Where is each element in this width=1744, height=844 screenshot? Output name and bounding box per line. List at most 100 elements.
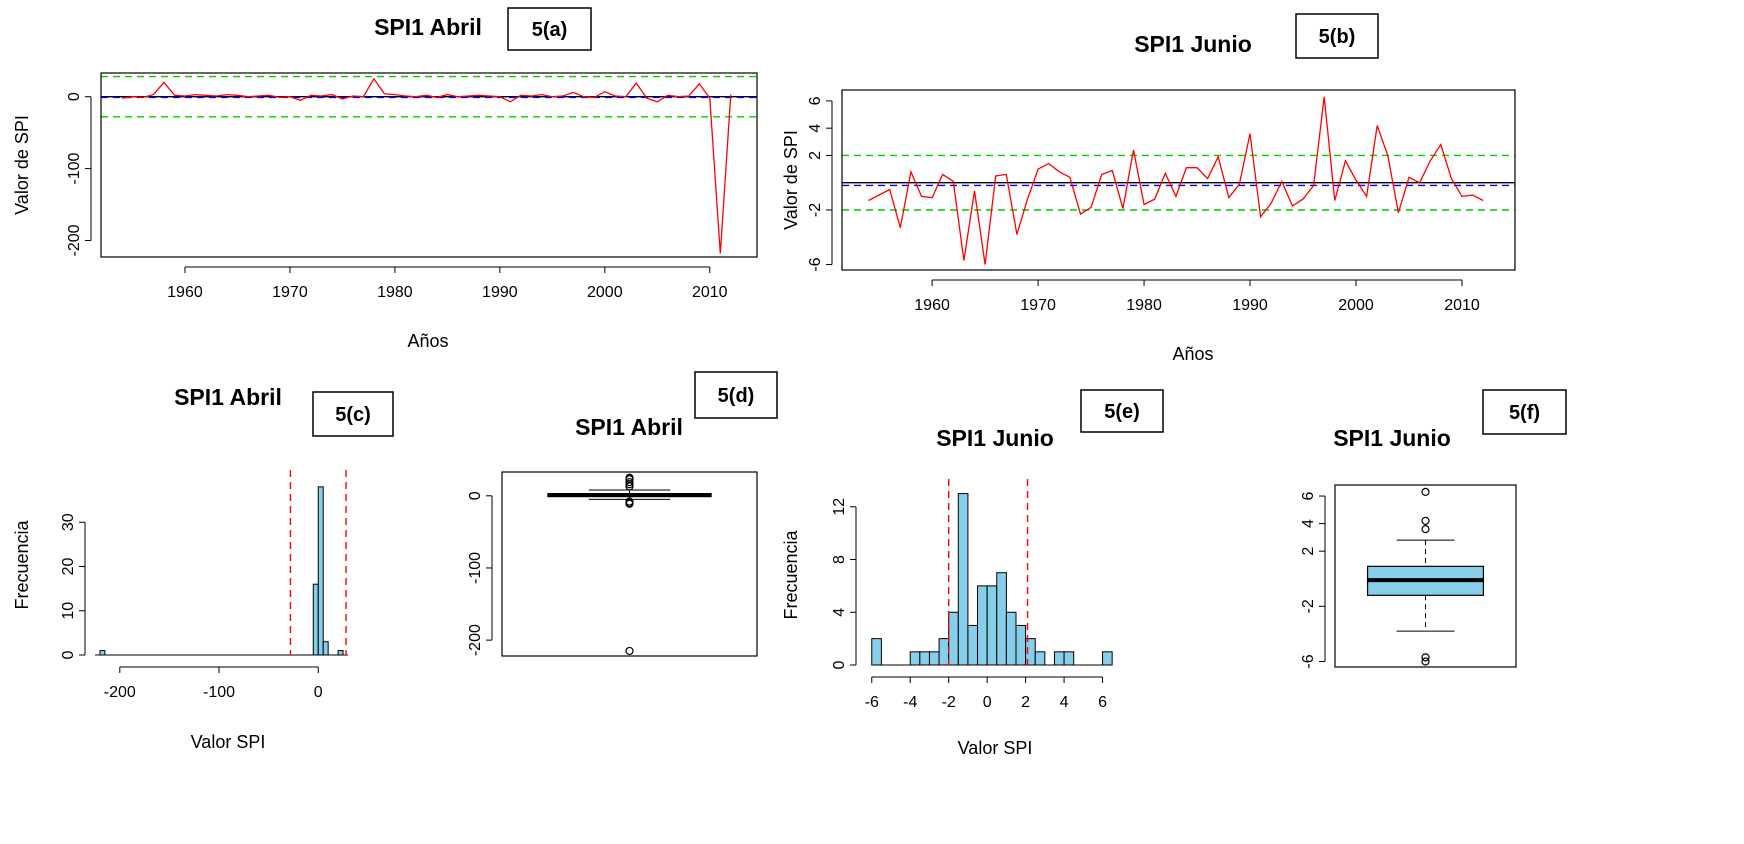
y-tick-label: 2 (1300, 547, 1317, 556)
x-tick-label: 6 (1098, 694, 1107, 711)
outlier-point (625, 646, 634, 656)
histogram-bar (909, 651, 921, 666)
histogram-bar (871, 638, 882, 666)
x-tick-label: 2010 (1444, 297, 1480, 314)
y-tick-label: 8 (831, 555, 848, 564)
y-tick-label: 0 (831, 660, 848, 669)
x-tick-label: 1980 (1126, 297, 1162, 314)
histogram-bar (938, 638, 950, 666)
histogram-bar (322, 641, 329, 656)
x-axis-label: Años (407, 331, 448, 351)
plot-frame-5d (501, 471, 758, 657)
x-tick-label: 1960 (167, 284, 203, 301)
histogram-bar (1053, 651, 1065, 666)
plot-frame-5a (100, 72, 758, 258)
panel-tag-label: 5(c) (335, 404, 371, 426)
chart-title: SPI1 Abril (174, 384, 282, 410)
chart-title: SPI1 Abril (575, 414, 683, 440)
x-tick-label: 1960 (914, 297, 950, 314)
x-tick-label: -6 (865, 694, 879, 711)
x-tick-label: -100 (203, 684, 235, 701)
histogram-bar (1102, 651, 1113, 666)
outlier-point (625, 478, 634, 487)
x-tick-label: 1990 (482, 284, 518, 301)
y-axis-label: Valor de SPI (781, 130, 801, 230)
histogram-bar (1015, 624, 1027, 666)
outlier-point (1421, 657, 1430, 666)
histogram-bar (337, 650, 344, 656)
y-tick-label: 30 (60, 513, 77, 531)
x-tick-label: 2 (1021, 694, 1030, 711)
spi-series-line (121, 77, 732, 254)
y-tick-label: 0 (467, 491, 484, 500)
x-axis-label: Años (1172, 344, 1213, 364)
histogram-bar (317, 486, 324, 656)
histogram-bar (967, 624, 979, 666)
outlier-point (625, 473, 634, 482)
outlier-point (1421, 516, 1430, 525)
histogram-bar (986, 585, 998, 666)
panel-tag-label: 5(b) (1319, 26, 1356, 48)
histogram-bar (928, 651, 940, 666)
panel-tag-box (1080, 389, 1164, 433)
x-tick-label: 1970 (1020, 297, 1056, 314)
histogram-bar (957, 493, 969, 666)
panel-tag-label: 5(e) (1104, 401, 1140, 423)
histogram-bar (919, 651, 930, 666)
outlier-point (1421, 487, 1430, 496)
y-axis-label: Frecuencia (12, 519, 32, 609)
x-tick-label: 1990 (1232, 297, 1268, 314)
chart-title: SPI1 Junio (1333, 425, 1451, 451)
chart-title: SPI1 Junio (1134, 31, 1252, 57)
outlier-point (625, 499, 634, 508)
y-tick-label: -2 (807, 203, 824, 217)
y-tick-label: -200 (66, 224, 83, 256)
histogram-bar (977, 585, 988, 666)
chart-title: SPI1 Abril (374, 14, 482, 40)
y-tick-label: -100 (66, 152, 83, 184)
x-tick-label: -2 (942, 694, 956, 711)
histogram-bar (312, 583, 319, 656)
panel-tag-box (312, 391, 394, 437)
histogram-bar (1063, 651, 1075, 666)
x-tick-label: 0 (983, 694, 992, 711)
y-tick-label: 0 (60, 650, 77, 659)
x-tick-label: 2010 (692, 284, 728, 301)
x-tick-label: -200 (104, 684, 136, 701)
x-tick-label: 0 (314, 684, 323, 701)
y-tick-label: -6 (807, 257, 824, 271)
outlier-point (1421, 525, 1430, 534)
x-tick-label: 2000 (587, 284, 623, 301)
x-tick-label: 4 (1060, 694, 1069, 711)
spi-series-line (868, 96, 1484, 265)
y-axis-label: Frecuencia (781, 529, 801, 619)
panel-tag-box (1295, 13, 1379, 59)
panel-tag-label: 5(d) (718, 385, 755, 407)
x-tick-label: 1980 (377, 284, 413, 301)
y-tick-label: 12 (831, 498, 848, 516)
panel-tag-label: 5(a) (532, 19, 568, 41)
y-tick-label: -6 (1300, 654, 1317, 668)
histogram-bar (948, 611, 959, 666)
histogram-bar (99, 650, 106, 656)
y-tick-label: -200 (467, 624, 484, 656)
outlier-point (1421, 653, 1430, 662)
y-axis-label: Valor de SPI (12, 115, 32, 215)
histogram-bar (1005, 611, 1017, 666)
y-tick-label: 2 (807, 151, 824, 160)
panel-tag-label: 5(f) (1509, 402, 1540, 424)
y-tick-label: 6 (807, 96, 824, 105)
y-tick-label: 4 (807, 124, 824, 133)
y-tick-label: -2 (1300, 599, 1317, 613)
x-tick-label: 1970 (272, 284, 308, 301)
plot-frame-5b (841, 89, 1516, 271)
panel-tag-box (507, 7, 592, 51)
x-axis-label: Valor SPI (958, 738, 1033, 758)
y-tick-label: 0 (66, 92, 83, 101)
y-tick-label: 6 (1300, 491, 1317, 500)
x-tick-label: 2000 (1338, 297, 1374, 314)
y-tick-label: 4 (831, 608, 848, 617)
chart-title: SPI1 Junio (936, 425, 1054, 451)
histogram-bar (1034, 651, 1046, 666)
